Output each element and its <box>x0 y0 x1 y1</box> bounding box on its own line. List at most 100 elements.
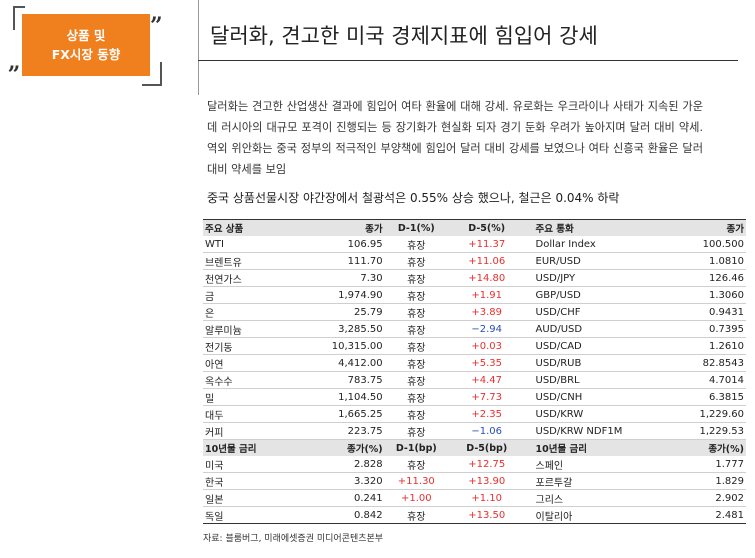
currency-close: 1.3060 <box>639 286 746 304</box>
source-note: 자료: 블룸버그, 미래에셋증권 미디어콘텐츠본부 <box>203 534 384 544</box>
commodity-close: 4,412.00 <box>296 354 385 372</box>
currency-name: GBP/USD <box>525 286 640 304</box>
commodity-close: 111.70 <box>296 252 385 270</box>
section-badge: 상품 및 FX시장 동향 „ ” <box>0 0 170 90</box>
summary-paragraph: 달러화는 견고한 산업생산 결과에 힘입어 여타 환율에 대해 강세. 유로화는… <box>207 100 703 176</box>
currency-close: 1,229.53 <box>639 422 746 440</box>
commodity-d1: 휴장 <box>384 388 448 406</box>
commodity-d5: +0.03 <box>447 337 526 355</box>
highlight-sentence: 중국 상품선물시장 야간장에서 철광석은 0.55% 상승 했으나, 철근은 0… <box>207 191 620 205</box>
page-title: 달러화, 견고한 미국 경제지표에 힘입어 강세 <box>210 24 598 48</box>
rate-close: 0.241 <box>296 489 385 507</box>
currency-close: 1.0810 <box>639 252 746 270</box>
commodity-name: WTI <box>203 236 297 253</box>
commodity-name: 천연가스 <box>203 269 297 287</box>
currency-name: USD/JPY <box>525 269 640 287</box>
table-row: 아연 4,412.00 휴장 +5.35 USD/RUB 82.8543 <box>203 354 746 372</box>
rate-d5: +12.75 <box>447 456 526 473</box>
rate-country: 일본 <box>203 489 297 507</box>
commodity-name: 아연 <box>203 354 297 372</box>
currency-close: 6.3815 <box>639 388 746 406</box>
currency-name: USD/KRW <box>525 405 640 423</box>
commodity-close: 10,315.00 <box>296 337 385 355</box>
commodity-d5: −1.06 <box>447 422 526 440</box>
table-row: 옥수수 783.75 휴장 +4.47 USD/BRL 4.7014 <box>203 371 746 389</box>
column-header: D-1(bp) <box>384 439 448 456</box>
table-row: 천연가스 7.30 휴장 +14.80 USD/JPY 126.46 <box>203 269 746 287</box>
rate-close: 3.320 <box>296 472 385 490</box>
commodity-d5: +7.73 <box>447 388 526 406</box>
rate-country-2: 스페인 <box>525 456 640 473</box>
currency-name: Dollar Index <box>525 236 640 253</box>
rate-d5: +13.50 <box>447 506 526 524</box>
commodity-name: 은 <box>203 303 297 321</box>
rate-close-2: 1.829 <box>639 472 746 490</box>
table-row: 브렌트유 111.70 휴장 +11.06 EUR/USD 1.0810 <box>203 252 746 270</box>
commodity-d1: 휴장 <box>384 422 448 440</box>
rate-d1: 휴장 <box>384 456 448 473</box>
column-header: 종가(%) <box>296 439 385 456</box>
column-header: D-1(%) <box>384 219 448 236</box>
commodity-name: 알루미늄 <box>203 320 297 338</box>
rate-country-2: 포르투갈 <box>525 472 640 490</box>
commodity-d1: 휴장 <box>384 320 448 338</box>
currency-name: USD/BRL <box>525 371 640 389</box>
table-row: 미국 2.828 휴장 +12.75 스페인 1.777 <box>203 456 746 473</box>
commodity-name: 옥수수 <box>203 371 297 389</box>
table-row: 알루미늄 3,285.50 휴장 −2.94 AUD/USD 0.7395 <box>203 320 746 338</box>
commodity-name: 전기동 <box>203 337 297 355</box>
table-row: 일본 0.241 +1.00 +1.10 그리스 2.902 <box>203 489 746 507</box>
commodity-close: 1,665.25 <box>296 405 385 423</box>
column-header: 주요 상품 <box>203 219 297 236</box>
commodity-name: 대두 <box>203 405 297 423</box>
column-header: D-5(bp) <box>447 439 526 456</box>
commodity-d1: 휴장 <box>384 337 448 355</box>
commodity-close: 25.79 <box>296 303 385 321</box>
open-quote-mark: „ <box>8 49 21 75</box>
rates-header-row: 10년물 금리 종가(%) D-1(bp) D-5(bp) 10년물 금리 종가(%) <box>203 439 746 456</box>
rate-close: 0.842 <box>296 506 385 524</box>
commodity-d5: +2.35 <box>447 405 526 423</box>
rate-country: 미국 <box>203 456 297 473</box>
table-row: 독일 0.842 휴장 +13.50 이탈리아 2.481 <box>203 506 746 524</box>
commodity-d5: +14.80 <box>447 269 526 287</box>
column-header: 10년물 금리 <box>203 439 297 456</box>
column-header: 종가 <box>639 219 746 236</box>
rate-d5: +1.10 <box>447 489 526 507</box>
rate-country-2: 그리스 <box>525 489 640 507</box>
rate-country-2: 이탈리아 <box>525 506 640 524</box>
currency-close: 1,229.60 <box>639 405 746 423</box>
rate-country: 한국 <box>203 472 297 490</box>
currency-name: USD/CAD <box>525 337 640 355</box>
column-header: D-5(%) <box>447 219 526 236</box>
commodity-name: 커피 <box>203 422 297 440</box>
commodity-d5: +11.37 <box>447 236 526 253</box>
rate-country: 독일 <box>203 506 297 524</box>
commodity-d5: +11.06 <box>447 252 526 270</box>
currency-close: 1.2610 <box>639 337 746 355</box>
table-row: 대두 1,665.25 휴장 +2.35 USD/KRW 1,229.60 <box>203 405 746 423</box>
market-data-table: 주요 상품 종가 D-1(%) D-5(%) 주요 통화 종가 WTI 106.95 휴장 +11… <box>203 219 746 524</box>
badge-box: 상품 및 FX시장 동향 <box>22 14 150 76</box>
commodity-d1: 휴장 <box>384 354 448 372</box>
currency-close: 100.500 <box>639 236 746 253</box>
commodity-d5: −2.94 <box>447 320 526 338</box>
commodity-d1: 휴장 <box>384 405 448 423</box>
badge-corner-bottom-right <box>142 62 162 86</box>
commodity-close: 106.95 <box>296 236 385 253</box>
rate-d1: +11.30 <box>384 472 448 490</box>
table-row: 금 1,974.90 휴장 +1.91 GBP/USD 1.3060 <box>203 286 746 304</box>
currency-name: USD/CNH <box>525 388 640 406</box>
commodity-d5: +3.89 <box>447 303 526 321</box>
commodity-close: 1,974.90 <box>296 286 385 304</box>
commodity-d1: 휴장 <box>384 252 448 270</box>
currency-name: AUD/USD <box>525 320 640 338</box>
commodity-name: 금 <box>203 286 297 304</box>
commodity-d5: +1.91 <box>447 286 526 304</box>
currency-close: 0.7395 <box>639 320 746 338</box>
column-header: 종가(%) <box>639 439 746 456</box>
currency-close: 126.46 <box>639 269 746 287</box>
rate-close-2: 1.777 <box>639 456 746 473</box>
rate-d5: +13.90 <box>447 472 526 490</box>
commodity-close: 1,104.50 <box>296 388 385 406</box>
